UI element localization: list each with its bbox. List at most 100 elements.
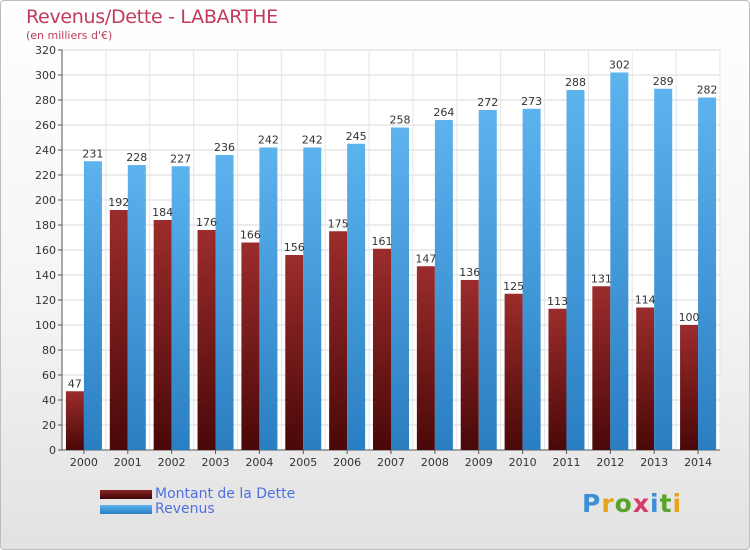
y-tick-label: 320: [35, 44, 56, 57]
y-tick-label: 100: [35, 319, 56, 332]
logo-letter: o: [614, 489, 633, 518]
bar-revenus: [610, 72, 629, 450]
data-label: 245: [346, 130, 367, 143]
data-label: 227: [170, 152, 191, 165]
y-tick-label: 280: [35, 94, 56, 107]
bar-dette: [680, 325, 699, 450]
y-tick-label: 220: [35, 169, 56, 182]
data-label: 125: [503, 280, 524, 293]
chart-subtitle: (en milliers d'€): [26, 29, 113, 42]
bar-revenus: [215, 155, 234, 450]
data-label: 242: [258, 134, 279, 147]
data-label: 161: [372, 235, 393, 248]
bar-dette: [373, 248, 391, 450]
data-label: 176: [196, 216, 217, 229]
logo-letter: i: [672, 489, 683, 518]
legend-swatch-revenus: [100, 505, 152, 514]
x-tick-label: 2005: [289, 456, 317, 469]
bar-revenus: [566, 90, 585, 450]
logo-letter: i: [650, 489, 660, 518]
data-label: 242: [302, 134, 323, 147]
data-label: 282: [697, 84, 718, 97]
bar-dette: [65, 391, 84, 450]
x-tick-label: 2002: [158, 456, 186, 469]
bars: [65, 72, 717, 450]
bar-revenus: [127, 165, 146, 450]
data-label: 236: [214, 141, 235, 154]
data-label: 147: [415, 252, 436, 265]
y-tick-label: 60: [42, 369, 56, 382]
x-tick-label: 2011: [552, 456, 580, 469]
data-label: 228: [126, 151, 147, 164]
x-tick-label: 2012: [596, 456, 624, 469]
proxiti-logo: Proxiti: [582, 489, 682, 518]
chart-title: Revenus/Dette - LABARTHE: [26, 6, 278, 28]
logo-letter: t: [659, 489, 673, 518]
data-label: 100: [679, 311, 700, 324]
bar-revenus: [391, 127, 409, 450]
bar-revenus: [434, 120, 453, 450]
bar-dette: [548, 308, 567, 450]
bar-dette: [592, 286, 611, 450]
data-label: 47: [68, 377, 82, 390]
data-labels: 47 231 192 228 184 227 176 236 166 242 156 242 175 24…: [68, 59, 718, 391]
data-label: 131: [591, 272, 612, 285]
x-tick-label: 2004: [245, 456, 273, 469]
data-label: 184: [152, 206, 173, 219]
logo-letter: P: [582, 489, 602, 518]
y-tick-label: 140: [35, 269, 56, 282]
bar-revenus: [259, 147, 278, 450]
x-tick-label: 2014: [684, 456, 712, 469]
y-tick-label: 40: [42, 394, 56, 407]
x-tick-label: 2010: [509, 456, 537, 469]
bar-revenus: [83, 161, 102, 450]
logo-letter: x: [632, 489, 650, 518]
data-label: 231: [82, 147, 103, 160]
bar-revenus: [347, 143, 366, 450]
y-tick-label: 200: [35, 194, 56, 207]
y-tick-label: 240: [35, 144, 56, 157]
x-tick-label: 2008: [421, 456, 449, 469]
bar-dette: [416, 266, 435, 450]
data-label: 272: [477, 96, 498, 109]
bar-dette: [329, 231, 348, 450]
data-label: 288: [565, 76, 586, 89]
data-label: 264: [433, 106, 454, 119]
bar-revenus: [698, 97, 717, 450]
x-tick-label: 2006: [333, 456, 361, 469]
bar-revenus: [303, 147, 322, 450]
x-tick-label: 2003: [202, 456, 230, 469]
x-tick-label: 2009: [465, 456, 493, 469]
data-label: 273: [521, 95, 542, 108]
bar-revenus: [654, 88, 673, 450]
data-label: 166: [240, 229, 261, 242]
data-label: 192: [108, 196, 129, 209]
logo-letter: r: [601, 489, 615, 518]
x-tick-label: 2000: [70, 456, 98, 469]
x-tick-label: 2001: [114, 456, 142, 469]
bar-revenus: [522, 108, 541, 450]
bar-dette: [153, 220, 172, 450]
data-label: 114: [635, 294, 656, 307]
bar-revenus: [478, 110, 497, 450]
y-tick-label: 80: [42, 344, 56, 357]
bar-dette: [241, 242, 260, 450]
data-label: 302: [609, 59, 630, 72]
bar-dette: [109, 210, 128, 450]
y-tick-label: 180: [35, 219, 56, 232]
data-label: 258: [390, 114, 411, 127]
bar-dette: [636, 307, 655, 450]
data-label: 175: [328, 217, 349, 230]
bar-dette: [197, 230, 216, 450]
y-tick-label: 0: [49, 444, 56, 457]
data-label: 289: [653, 75, 674, 88]
y-tick-label: 260: [35, 119, 56, 132]
bar-dette: [285, 255, 304, 450]
bar-dette: [460, 280, 479, 450]
legend-swatch-dette: [100, 490, 152, 499]
y-tick-label: 160: [35, 244, 56, 257]
bar-dette: [504, 293, 523, 450]
x-tick-label: 2007: [377, 456, 405, 469]
y-tick-label: 20: [42, 419, 56, 432]
